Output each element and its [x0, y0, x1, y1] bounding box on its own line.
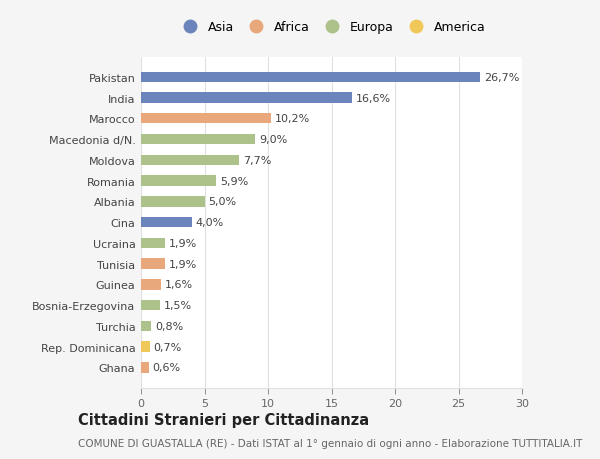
Bar [141, 321, 151, 331]
Text: 10,2%: 10,2% [274, 114, 310, 124]
Bar [141, 342, 150, 352]
Bar [141, 280, 161, 290]
Bar [141, 363, 149, 373]
Text: 0,6%: 0,6% [152, 363, 181, 373]
Bar [141, 259, 165, 269]
Text: 5,0%: 5,0% [208, 197, 236, 207]
Bar [141, 93, 352, 103]
Legend: Asia, Africa, Europa, America: Asia, Africa, Europa, America [174, 17, 489, 38]
Text: 1,9%: 1,9% [169, 238, 197, 248]
Text: 1,6%: 1,6% [165, 280, 193, 290]
Bar [141, 155, 239, 166]
Text: 0,7%: 0,7% [154, 342, 182, 352]
Text: 26,7%: 26,7% [484, 73, 519, 83]
Text: 9,0%: 9,0% [259, 135, 287, 145]
Text: 1,9%: 1,9% [169, 259, 197, 269]
Bar [141, 134, 256, 145]
Bar [141, 218, 192, 228]
Bar [141, 300, 160, 311]
Bar [141, 114, 271, 124]
Bar [141, 238, 165, 248]
Text: 7,7%: 7,7% [242, 156, 271, 165]
Text: 0,8%: 0,8% [155, 321, 183, 331]
Text: 1,5%: 1,5% [164, 301, 192, 310]
Bar [141, 73, 480, 83]
Text: 5,9%: 5,9% [220, 176, 248, 186]
Text: 4,0%: 4,0% [196, 218, 224, 228]
Bar [141, 176, 216, 186]
Text: COMUNE DI GUASTALLA (RE) - Dati ISTAT al 1° gennaio di ogni anno - Elaborazione : COMUNE DI GUASTALLA (RE) - Dati ISTAT al… [78, 438, 583, 448]
Text: 16,6%: 16,6% [356, 93, 391, 103]
Text: Cittadini Stranieri per Cittadinanza: Cittadini Stranieri per Cittadinanza [78, 413, 369, 428]
Bar [141, 197, 205, 207]
